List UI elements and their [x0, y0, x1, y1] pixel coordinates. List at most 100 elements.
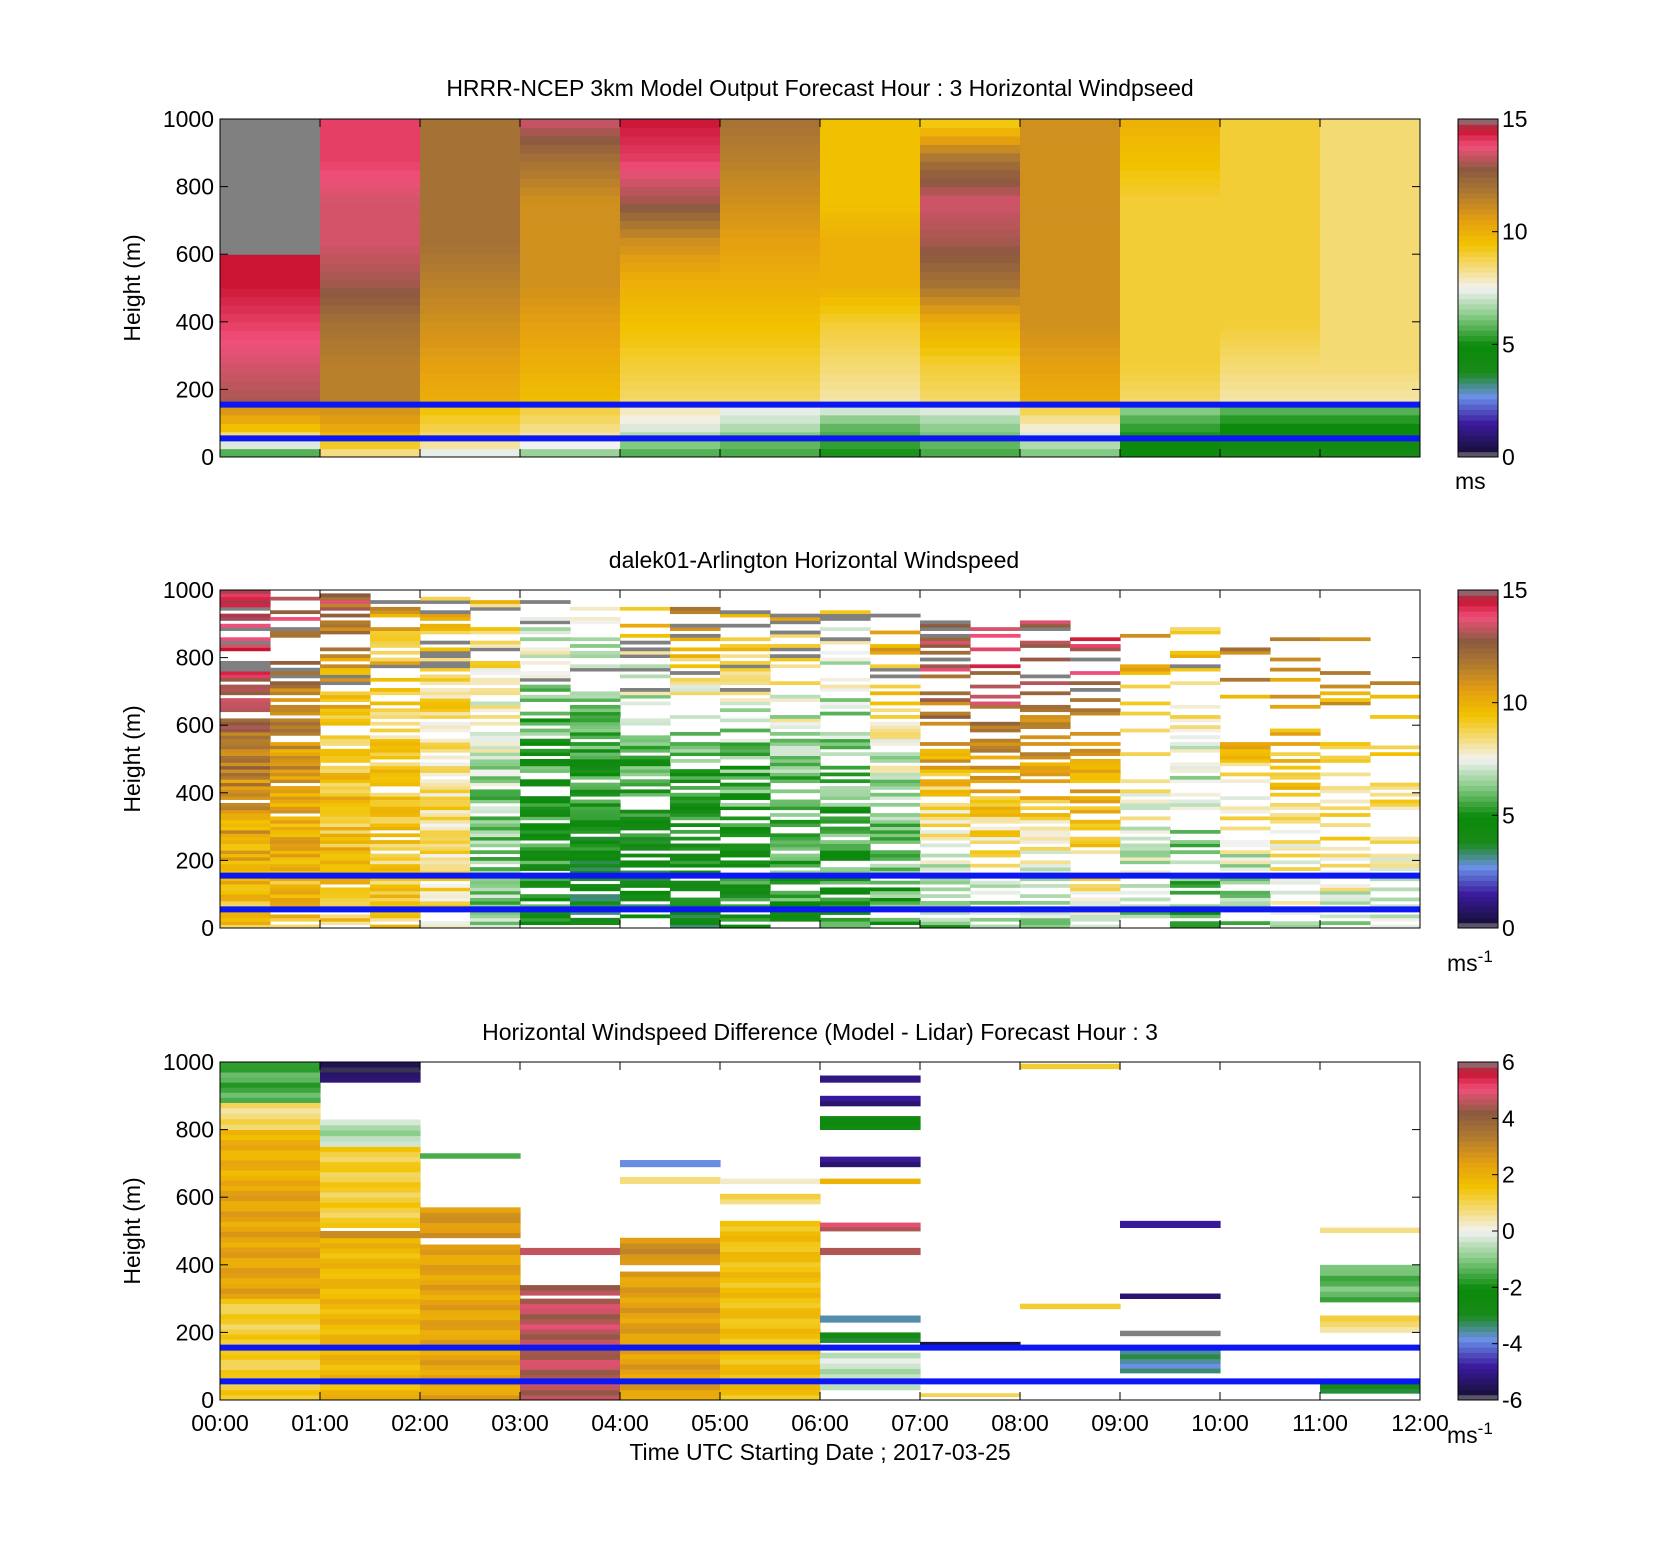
heatmap-cell — [1320, 1384, 1420, 1390]
heatmap-cell — [320, 135, 421, 145]
heatmap-cell — [320, 890, 371, 895]
heatmap-cell — [1320, 203, 1420, 213]
heatmap-cell — [1270, 911, 1321, 915]
heatmap-cell — [920, 119, 1021, 129]
heatmap-cell — [320, 657, 371, 662]
heatmap-cell — [1070, 819, 1121, 824]
heatmap-cell — [570, 650, 621, 655]
heatmap-cell — [220, 1102, 321, 1109]
heatmap-cell — [1170, 884, 1221, 888]
y-tick-label: 1000 — [163, 577, 214, 603]
heatmap-cell — [520, 694, 571, 699]
heatmap-cell — [1120, 169, 1221, 179]
heatmap-cell — [1220, 211, 1321, 221]
colorbar-swatch — [1458, 685, 1498, 691]
heatmap-cell — [970, 802, 1021, 807]
heatmap-cell — [420, 657, 471, 662]
heatmap-cell — [320, 593, 371, 598]
heatmap-cell — [520, 364, 621, 374]
heatmap-cell — [420, 1359, 521, 1366]
heatmap-cell — [1120, 806, 1171, 811]
heatmap-cell — [420, 688, 471, 692]
heatmap-cell — [1220, 809, 1271, 814]
heatmap-cell — [270, 671, 321, 675]
heatmap-cell — [670, 681, 721, 686]
heatmap-cell — [770, 617, 821, 621]
colorbar-swatch — [1458, 303, 1498, 310]
heatmap-cell — [770, 799, 821, 804]
heatmap-cell — [1320, 897, 1371, 902]
heatmap-cell — [1120, 195, 1221, 205]
heatmap-cell — [720, 755, 771, 760]
heatmap-cell — [420, 1207, 521, 1213]
heatmap-cell — [820, 833, 871, 838]
heatmap-cell — [920, 921, 971, 926]
heatmap-cell — [1320, 135, 1420, 145]
colorbar-swatch — [1458, 648, 1498, 654]
heatmap-cell — [470, 789, 521, 794]
heatmap-cell — [1120, 1358, 1221, 1364]
heatmap-cell — [770, 772, 821, 777]
heatmap-cell — [1370, 806, 1420, 811]
reference-lines-2 — [220, 872, 1420, 913]
heatmap-cell — [320, 288, 421, 298]
heatmap-cell — [220, 863, 271, 868]
heatmap-cell — [720, 752, 771, 757]
heatmap-cell — [1170, 718, 1221, 723]
heatmap-cell — [570, 850, 621, 855]
heatmap-cell — [520, 304, 621, 314]
heatmap-cell — [1320, 789, 1371, 794]
heatmap-cell — [370, 884, 421, 888]
heatmap-cell — [520, 203, 621, 213]
heatmap-cell — [220, 867, 271, 871]
colorbar-swatch — [1458, 377, 1498, 384]
heatmap-cell — [320, 1171, 421, 1178]
heatmap-cell — [320, 816, 371, 821]
heatmap-cell — [1220, 677, 1271, 682]
heatmap-cell — [1220, 152, 1321, 162]
heatmap-cell — [620, 735, 671, 740]
heatmap-cell — [320, 691, 371, 696]
heatmap-cell — [1120, 802, 1171, 807]
heatmap-cell — [470, 667, 521, 672]
heatmap-cell — [1170, 664, 1221, 669]
heatmap-cell — [220, 829, 271, 834]
heatmap-cell — [220, 752, 271, 757]
heatmap-cell — [1120, 792, 1171, 797]
heatmap-cell — [420, 755, 471, 760]
heatmap-cell — [820, 119, 921, 129]
heatmap-cell — [1170, 840, 1221, 844]
heatmap-cell — [420, 765, 471, 770]
heatmap-cell — [820, 867, 871, 871]
heatmap-cell — [320, 414, 421, 424]
heatmap-cell — [320, 921, 371, 926]
heatmap-cell — [620, 1322, 721, 1329]
heatmap-cell — [420, 1227, 521, 1234]
heatmap-cell — [220, 590, 271, 594]
heatmap-cell — [420, 711, 471, 716]
heatmap-cell — [220, 1165, 321, 1171]
heatmap-cell — [1320, 894, 1371, 898]
heatmap-cell — [1070, 911, 1121, 915]
heatmap-cell — [320, 1242, 421, 1249]
heatmap-cell — [270, 667, 321, 672]
heatmap-cell — [720, 1225, 821, 1232]
heatmap-cell — [420, 701, 471, 706]
colorbar-swatch — [1458, 880, 1498, 887]
heatmap-cell — [1020, 195, 1121, 205]
heatmap-cell — [870, 833, 921, 838]
heatmap-cell — [1220, 850, 1271, 855]
colorbar-swatch — [1458, 256, 1498, 263]
heatmap-cell — [1120, 836, 1171, 841]
heatmap-cell — [520, 816, 571, 821]
heatmap-cell — [1220, 296, 1321, 306]
heatmap-cell — [220, 846, 271, 851]
heatmap-cell — [1170, 748, 1221, 753]
heatmap-cell — [720, 1287, 821, 1293]
heatmap-cell — [1320, 271, 1420, 281]
heatmap-cell — [520, 338, 621, 348]
heatmap-cell — [220, 894, 271, 898]
heatmap-cell — [1020, 228, 1121, 238]
heatmap-cell — [1070, 765, 1121, 770]
